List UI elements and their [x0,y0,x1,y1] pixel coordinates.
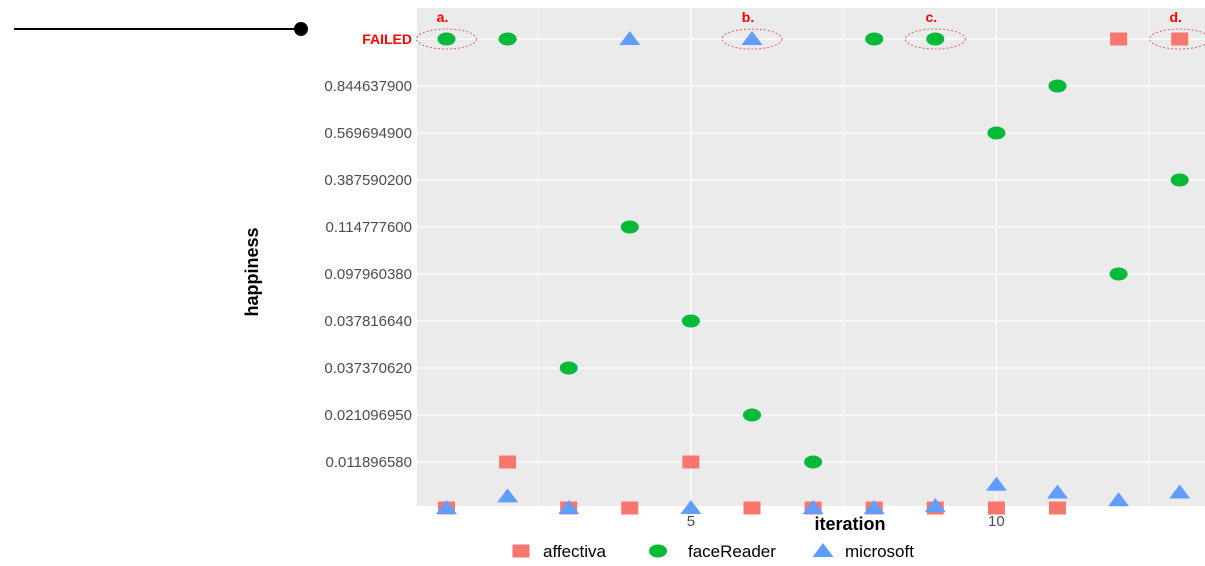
failed-ellipses [416,28,1205,50]
faceReader-point [620,220,639,234]
affectiva-point [1110,32,1128,46]
data-marks [436,31,1191,515]
legend: affectiva faceReader microsoft [512,542,914,561]
failed-ellipse [416,28,477,50]
y-tick-label: 0.844637900 [324,78,412,95]
faceReader-point [681,314,700,328]
annotation-label: c. [925,9,937,25]
y-tick-label: 0.097960380 [324,266,412,283]
x-axis-title: iteration [814,514,885,534]
failed-ellipse [1149,28,1205,50]
x-tick-labels: 5 10 [687,513,1005,530]
faceReader-point [1170,173,1189,187]
annotation-label: b. [742,9,754,25]
y-tick-label: 0.114777600 [326,219,412,236]
affectiva-point [1171,32,1189,46]
faceReader-point [437,32,456,46]
microsoft-point [680,500,702,514]
y-tick-label: 0.037816640 [324,313,412,330]
microsoft-point [741,31,763,45]
faceReader-point [743,408,761,422]
y-tick-label: 0.037370620 [324,360,412,377]
affectiva-point [499,455,517,469]
annotation-labels: a. b. c. d. [437,9,1182,25]
y-tick-label-failed: FAILED [362,31,412,47]
legend-label-affectiva: affectiva [543,542,607,561]
annotation-label: d. [1169,9,1181,25]
y-tick-labels: 0.011896580 0.021096950 0.037370620 0.03781… [324,31,412,471]
faceReader-point [926,32,945,46]
microsoft-point [924,498,946,513]
faceReader-point [987,126,1006,140]
y-tick-label: 0.011896580 [326,454,412,471]
failed-ellipse [904,28,966,50]
microsoft-point [1047,484,1068,499]
microsoft-point [985,476,1007,491]
faceReader-point [865,32,884,46]
microsoft-point [802,500,824,514]
microsoft-point [619,31,641,45]
microsoft-point [558,500,580,514]
plot-panel [417,8,1205,506]
legend-label-microsoft: microsoft [845,542,914,561]
microsoft-point [436,500,457,514]
grid-lines [417,8,1205,506]
faceReader-point [559,361,578,375]
x-tick-label: 5 [687,513,695,530]
legend-key-faceReader [649,544,667,558]
affectiva-point [987,501,1005,515]
affectiva-point [682,455,700,469]
faceReader-point [1048,79,1067,93]
legend-key-affectiva [512,544,530,558]
failed-ellipse [721,28,783,50]
legend-key-microsoft [812,543,834,557]
faceReader-point [498,32,517,46]
microsoft-point [497,488,519,503]
affectiva-point [1049,501,1066,515]
affectiva-point [743,501,761,515]
legend-label-faceReader: faceReader [688,542,776,561]
y-tick-label: 0.387590200 [324,172,412,189]
x-tick-label: 10 [988,513,1005,530]
microsoft-point [863,500,885,514]
y-tick-label: 0.569694900 [324,125,412,142]
failed-pointer-dot [294,22,308,36]
y-axis-title: happiness [242,227,262,316]
failed-pointer [14,22,308,36]
faceReader-point [1109,267,1128,281]
annotation-label: a. [437,9,449,25]
y-tick-label: 0.021096950 [324,407,412,424]
microsoft-point [1169,484,1191,499]
microsoft-point [1108,492,1130,507]
faceReader-point [804,455,823,469]
affectiva-point [621,501,639,515]
